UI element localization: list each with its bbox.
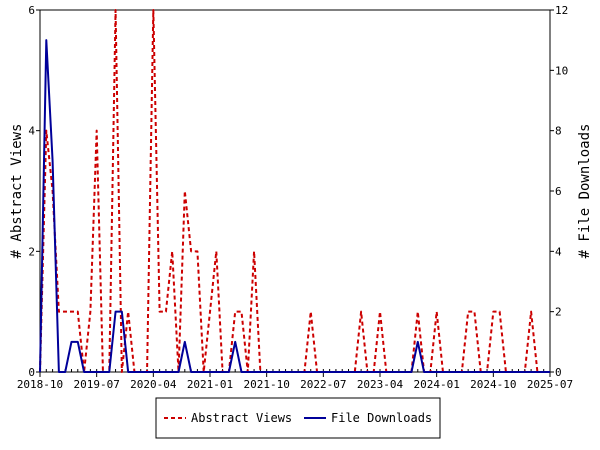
right-y-tick-label: 4 [555, 245, 562, 258]
right-y-axis-title: # File Downloads [577, 124, 593, 259]
x-tick-label: 2022-07 [300, 378, 346, 391]
left-y-axis-title: # Abstract Views [9, 124, 25, 259]
x-tick-label: 2021-10 [243, 378, 289, 391]
x-tick-label: 2021-01 [187, 378, 233, 391]
left-y-tick-label: 2 [28, 245, 35, 258]
series-line-file-downloads [39, 39, 550, 373]
right-y-tick-label: 2 [555, 306, 562, 319]
x-tick-labels: 2018-10 2019-07 2020-04 2021-01 2021-10 2022-… [17, 378, 573, 391]
right-y-tick-label: 0 [555, 366, 562, 379]
right-y-tick-label: 10 [555, 64, 568, 77]
x-tick-label: 2025-07 [527, 378, 573, 391]
left-y-tick-labels: 0 2 4 6 [28, 4, 35, 379]
series-layer [39, 9, 550, 373]
legend-label-abstract-views: Abstract Views [191, 411, 292, 425]
x-tick-label: 2024-01 [413, 378, 459, 391]
left-y-tick-label: 0 [28, 366, 35, 379]
legend-box [155, 397, 441, 439]
right-y-tick-label: 6 [555, 185, 562, 198]
x-tick-label: 2020-04 [130, 378, 177, 391]
right-y-tick-label: 8 [555, 125, 562, 138]
right-y-tick-labels: 0 2 4 6 8 10 12 [555, 4, 568, 379]
legend-label-file-downloads: File Downloads [331, 411, 432, 425]
x-tick-label: 2019-07 [73, 378, 119, 391]
x-tick-label: 2023-04 [357, 378, 404, 391]
left-y-tick-label: 6 [28, 4, 35, 17]
x-tick-label: 2018-10 [17, 378, 63, 391]
x-tick-label: 2024-10 [470, 378, 516, 391]
right-y-tick-label: 12 [555, 4, 568, 17]
left-y-tick-label: 4 [28, 125, 35, 138]
legend: Abstract Views File Downloads [155, 397, 441, 439]
series-line-abstract-views [39, 9, 550, 373]
